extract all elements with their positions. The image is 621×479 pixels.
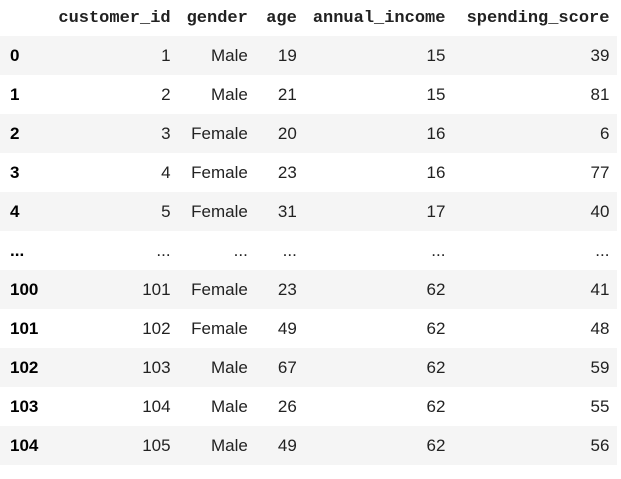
cell-customer-id: 101	[142, 279, 171, 299]
cell-annual-income: 62	[426, 357, 446, 377]
table-row: 102 103 Male 67 62 59	[0, 348, 618, 387]
row-index: 1	[10, 84, 20, 104]
cell-age: 23	[277, 279, 297, 299]
row-index: 104	[10, 435, 39, 455]
cell-customer-id: 102	[142, 318, 171, 338]
cell-annual-income: 16	[426, 123, 446, 143]
cell-spending-score: 48	[590, 318, 610, 338]
cell-spending-score: 81	[590, 84, 610, 104]
header-age: age	[266, 8, 297, 28]
table-row: 101 102 Female 49 62 48	[0, 309, 618, 348]
cell-annual-income: 62	[426, 396, 446, 416]
cell-spending-score: 41	[590, 279, 610, 299]
row-index: 4	[10, 201, 20, 221]
cell-spending-score: 39	[590, 45, 610, 65]
cell-customer-id: 104	[142, 396, 171, 416]
cell-gender: Female	[191, 279, 248, 299]
cell-spending-score: ...	[595, 240, 610, 260]
table-row: 104 105 Male 49 62 56	[0, 426, 618, 465]
cell-customer-id: ...	[156, 240, 171, 260]
cell-customer-id: 1	[161, 45, 171, 65]
cell-customer-id: 2	[161, 84, 171, 104]
table-row: 3 4 Female 23 16 77	[0, 153, 618, 192]
cell-customer-id: 105	[142, 435, 171, 455]
table-header: customer_id gender age annual_income spe…	[0, 0, 617, 36]
cell-gender: Male	[210, 396, 248, 416]
cell-gender: ...	[233, 240, 248, 260]
cell-age: ...	[282, 240, 297, 260]
row-index: 3	[10, 162, 20, 182]
row-index: 100	[10, 279, 39, 299]
table-row: ..................	[0, 231, 618, 270]
cell-customer-id: 103	[142, 357, 171, 377]
row-index: 102	[10, 357, 39, 377]
cell-gender: Female	[191, 162, 248, 182]
cell-age: 26	[277, 396, 297, 416]
cell-gender: Female	[191, 123, 248, 143]
header-row: customer_id gender age annual_income spe…	[0, 0, 617, 36]
cell-age: 49	[277, 435, 297, 455]
cell-spending-score: 6	[599, 123, 610, 143]
cell-customer-id: 3	[161, 123, 171, 143]
table-row: 0 1 Male 19 15 39	[0, 36, 618, 75]
cell-annual-income: 15	[426, 45, 446, 65]
cell-spending-score: 55	[590, 396, 610, 416]
cell-gender: Male	[210, 357, 248, 377]
dataframe-output: customer_id gender age annual_income spe…	[0, 0, 618, 465]
header-annual-income: annual_income	[312, 8, 446, 28]
cell-age: 20	[277, 123, 297, 143]
cell-annual-income: 17	[426, 201, 446, 221]
cell-customer-id: 5	[161, 201, 171, 221]
cell-annual-income: 15	[426, 84, 446, 104]
table-row: 100 101 Female 23 62 41	[0, 270, 618, 309]
cell-age: 21	[277, 84, 297, 104]
cell-annual-income: 62	[426, 279, 446, 299]
cell-gender: Female	[191, 201, 248, 221]
header-index	[0, 0, 50, 36]
cell-spending-score: 56	[590, 435, 610, 455]
cell-annual-income: 16	[426, 162, 446, 182]
cell-spending-score: 77	[590, 162, 610, 182]
table-body: 0 1 Male 19 15 39 1 2 Male 21 15 81 2 3 Female 20 16 6 3 4 F…	[0, 36, 618, 465]
cell-age: 49	[277, 318, 297, 338]
row-index: ...	[10, 240, 25, 260]
cell-gender: Male	[210, 435, 248, 455]
cell-gender: Male	[210, 84, 248, 104]
cell-age: 67	[277, 357, 297, 377]
row-index: 2	[10, 123, 20, 143]
cell-annual-income: 62	[426, 435, 446, 455]
cell-spending-score: 59	[590, 357, 610, 377]
cell-gender: Female	[191, 318, 248, 338]
cell-age: 23	[277, 162, 297, 182]
header-customer-id: customer_id	[58, 8, 171, 28]
cell-annual-income: 62	[426, 318, 446, 338]
row-index: 101	[10, 318, 39, 338]
table-row: 103 104 Male 26 62 55	[0, 387, 618, 426]
cell-spending-score: 40	[590, 201, 610, 221]
table-row: 4 5 Female 31 17 40	[0, 192, 618, 231]
header-spending-score: spending_score	[466, 8, 610, 28]
cell-age: 31	[277, 201, 297, 221]
table-row: 1 2 Male 21 15 81	[0, 75, 618, 114]
dataframe-table: customer_id gender age annual_income spe…	[0, 0, 618, 465]
cell-customer-id: 4	[161, 162, 171, 182]
row-index: 0	[10, 45, 20, 65]
header-gender: gender	[186, 8, 248, 28]
cell-gender: Male	[210, 45, 248, 65]
table-row: 2 3 Female 20 16 6	[0, 114, 618, 153]
cell-annual-income: ...	[431, 240, 446, 260]
row-index: 103	[10, 396, 39, 416]
cell-age: 19	[277, 45, 297, 65]
